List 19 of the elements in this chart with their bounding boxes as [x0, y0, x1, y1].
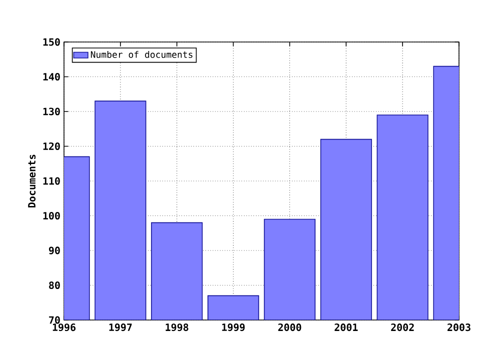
- x-tick-label: 1999: [222, 324, 245, 332]
- y-axis-title: Documents: [28, 154, 36, 208]
- y-tick-label: 140: [43, 72, 60, 81]
- x-tick-label: 2003: [448, 324, 470, 332]
- y-tick-label: 150: [43, 38, 60, 46]
- x-tick-label: 1998: [166, 324, 188, 332]
- x-tick-label: 2001: [334, 324, 358, 332]
- y-tick-label: 130: [43, 108, 60, 116]
- y-tick-label: 100: [43, 212, 60, 220]
- y-tick-label: 90: [48, 246, 60, 254]
- y-tick-label: 80: [49, 281, 60, 290]
- y-tick-label: 110: [43, 177, 60, 185]
- x-tick-label: 1996: [52, 324, 76, 332]
- legend-label: Number of documents: [90, 50, 192, 58]
- x-tick-label: 2000: [278, 324, 302, 332]
- y-tick-label: 120: [43, 142, 60, 150]
- y-tick-label: 70: [49, 316, 60, 324]
- x-tick-label: 2002: [391, 324, 414, 332]
- x-tick-label: 1997: [109, 324, 132, 332]
